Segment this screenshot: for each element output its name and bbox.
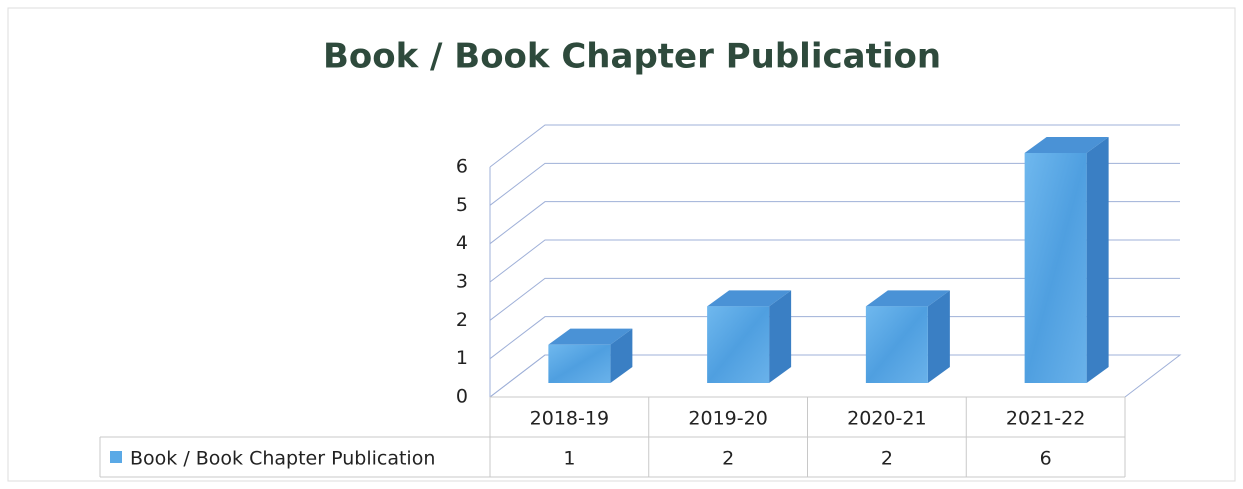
bar-side <box>610 328 633 383</box>
grid-line <box>489 201 1180 245</box>
y-tick-label: 5 <box>456 194 468 216</box>
bar-top <box>548 328 633 345</box>
grid-line <box>489 162 1180 206</box>
x-tick-label: 2021-22 <box>1006 408 1085 430</box>
data-label: 1 <box>563 448 575 470</box>
data-label: 6 <box>1040 448 1052 470</box>
y-tick-label: 1 <box>456 347 468 369</box>
x-tick-label: 2020-21 <box>847 408 926 430</box>
legend-swatch <box>110 451 122 463</box>
legend-label: Book / Book Chapter Publication <box>130 448 435 470</box>
y-tick-label: 2 <box>456 309 468 331</box>
grid-line <box>489 124 1180 168</box>
bar-top <box>707 290 792 307</box>
bar-top <box>865 290 950 307</box>
grid-line <box>489 316 1180 360</box>
bar-side <box>1086 137 1109 383</box>
grid-line <box>489 277 1180 321</box>
bar-side <box>769 290 792 383</box>
chart-title: Book / Book Chapter Publication <box>323 37 941 77</box>
y-tick-label: 6 <box>456 156 468 178</box>
data-label: 2 <box>722 448 734 470</box>
grid-line <box>489 239 1180 283</box>
bar <box>1024 137 1109 383</box>
bar-front <box>865 306 928 383</box>
data-label: 2 <box>881 448 893 470</box>
y-tick-label: 4 <box>456 232 468 254</box>
grid-line <box>489 354 1180 398</box>
bar-top <box>1024 137 1109 153</box>
x-tick-label: 2019-20 <box>688 408 767 430</box>
bar-front <box>707 306 770 383</box>
x-tick-label: 2018-19 <box>530 408 609 430</box>
bar <box>865 290 950 383</box>
y-tick-label: 0 <box>456 386 468 408</box>
bar <box>707 290 792 383</box>
bar-side <box>927 290 950 383</box>
bar-front <box>1024 153 1087 383</box>
frame <box>7 7 1236 482</box>
y-tick-label: 3 <box>456 271 468 293</box>
bar <box>548 328 633 383</box>
bar-front <box>548 344 611 383</box>
